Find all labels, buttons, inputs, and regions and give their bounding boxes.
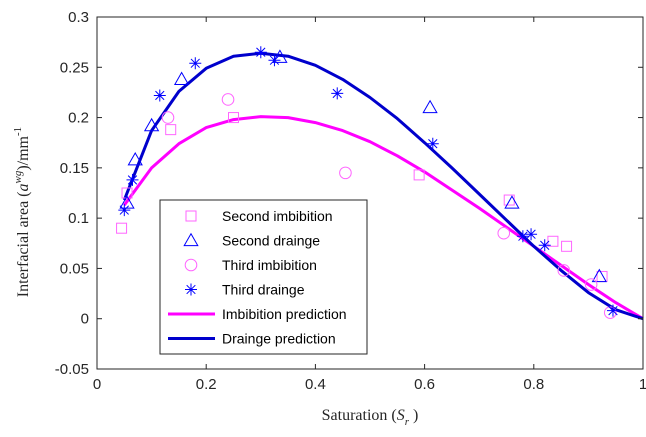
axes-box xyxy=(96,16,644,370)
circle-marker xyxy=(339,166,352,180)
x-tick-label: 1 xyxy=(639,376,646,393)
circle-marker xyxy=(603,306,617,319)
triangle-marker xyxy=(591,268,607,283)
legend: Second imbibition Second drainge Third imb… xyxy=(159,199,368,355)
legend-entry: Third draing​e xyxy=(185,282,305,298)
asterisk-marker xyxy=(538,239,551,252)
third-imbibition-points xyxy=(161,93,617,319)
triangle-marker xyxy=(127,152,143,166)
legend-entry: Imbibition prediction xyxy=(168,306,347,322)
x-tick-label: 0 xyxy=(93,376,101,393)
imbibition-prediction-line xyxy=(123,115,644,320)
asterisk-marker xyxy=(331,87,344,100)
legend-label: Second drainge xyxy=(222,233,320,249)
x-tick-label: 0.8 xyxy=(523,376,544,393)
triangle-marker xyxy=(173,71,190,85)
legend-label: Third imbibition xyxy=(222,257,317,273)
triangle-marker xyxy=(119,195,135,209)
y-tick-label: 0.3 xyxy=(68,9,89,26)
legend-box xyxy=(159,199,368,355)
square-marker xyxy=(547,235,559,247)
square-marker xyxy=(185,210,197,222)
asterisk-marker xyxy=(153,89,166,102)
x-tick-label: 0.4 xyxy=(305,376,326,393)
legend-label: Second imbibition xyxy=(222,208,333,224)
asterisk-marker xyxy=(516,230,529,243)
asterisk-marker xyxy=(606,304,619,317)
asterisk-marker xyxy=(268,54,281,67)
x-axis-label: Saturation (Sr) xyxy=(322,407,419,428)
circle-marker xyxy=(221,93,235,106)
x-tick-label: 0.2 xyxy=(196,376,217,393)
triangle-marker xyxy=(183,232,199,247)
y-tick-label: 0.15 xyxy=(60,160,89,177)
circle-marker xyxy=(497,226,511,240)
x-tick-label: 0.6 xyxy=(414,376,435,393)
asterisk-marker xyxy=(254,46,267,59)
legend-label: Drainge prediction xyxy=(222,331,336,347)
legend-entry: Second imbibition xyxy=(185,208,333,224)
asterisk-marker xyxy=(126,173,139,186)
y-tick-label: 0.2 xyxy=(68,110,89,127)
circle-marker xyxy=(557,264,571,277)
triangle-marker xyxy=(143,117,160,132)
square-marker xyxy=(165,124,177,136)
circle-marker xyxy=(184,258,198,272)
triangle-marker xyxy=(422,99,438,114)
y-tick-label: 0.1 xyxy=(68,210,89,227)
y-tick-label: -0.05 xyxy=(55,361,89,378)
square-marker xyxy=(228,112,239,124)
circle-marker xyxy=(584,278,598,291)
legend-entry: Second drainge xyxy=(183,232,320,249)
triangle-marker xyxy=(272,49,288,63)
legend-entry: Third imbibition xyxy=(184,257,317,273)
y-tick-label: 0 xyxy=(81,311,89,328)
y-tick-label: 0.25 xyxy=(60,59,89,76)
triangle-marker xyxy=(504,195,520,209)
square-marker xyxy=(413,169,425,181)
asterisk-marker xyxy=(525,228,538,241)
legend-label: Third draing​e xyxy=(222,282,305,298)
legend-entry: Drainge prediction xyxy=(168,331,336,347)
asterisk-marker xyxy=(185,283,197,296)
square-marker xyxy=(121,187,133,199)
square-marker xyxy=(561,240,573,252)
asterisk-marker xyxy=(118,204,131,217)
y-axis-label: Interfacial area (awg)/mm-1 xyxy=(12,127,32,297)
asterisk-marker xyxy=(189,57,202,70)
drainge-prediction-line xyxy=(122,51,644,321)
legend-label: Imbibition prediction xyxy=(222,306,347,322)
circle-marker xyxy=(161,111,175,124)
third-draing-e-points xyxy=(118,46,619,317)
square-marker xyxy=(116,222,128,234)
plot-area xyxy=(116,46,644,321)
y-tick-label: 0.05 xyxy=(60,260,89,277)
asterisk-marker xyxy=(426,137,439,150)
axes: 0 0.2 0.4 0.6 0.8 1-0.0500.050.10.150.20.250.… xyxy=(55,9,646,393)
second-drainge-points xyxy=(119,49,607,283)
